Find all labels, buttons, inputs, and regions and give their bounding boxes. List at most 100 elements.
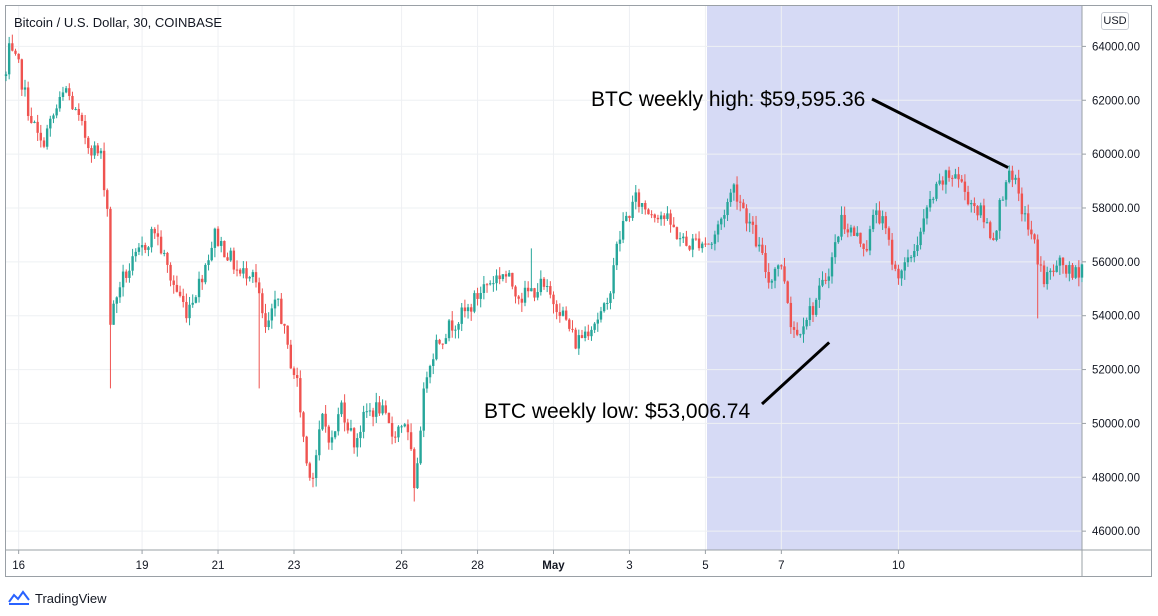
- candle-body: [564, 310, 568, 320]
- candle-body: [612, 265, 615, 294]
- candle-body: [39, 132, 43, 141]
- candle-body: [602, 303, 606, 312]
- candle-body: [770, 280, 774, 283]
- candle-body: [884, 216, 887, 229]
- candle-body: [976, 206, 979, 216]
- candle-body: [400, 426, 403, 428]
- candle-body: [457, 323, 460, 330]
- candle-body: [792, 327, 796, 330]
- candle-body: [337, 414, 340, 432]
- currency-button[interactable]: USD: [1101, 12, 1129, 30]
- candle-body: [852, 227, 856, 236]
- candle-body: [827, 276, 831, 281]
- candle-body: [422, 388, 425, 431]
- candle-body: [349, 428, 353, 431]
- candle-body: [1068, 265, 1071, 274]
- candle-body: [944, 170, 948, 185]
- candle-body: [359, 431, 362, 439]
- candle-body: [368, 410, 372, 412]
- candle-body: [273, 299, 277, 309]
- candle-body: [574, 329, 577, 349]
- candle-body: [1027, 213, 1030, 230]
- candle-body: [1039, 264, 1043, 266]
- candle-body: [909, 257, 913, 259]
- candle-body: [957, 174, 960, 180]
- candle-body: [394, 436, 397, 438]
- candle-body: [802, 326, 805, 335]
- candle-body: [87, 137, 90, 149]
- candle-body: [1042, 265, 1046, 285]
- candle-body: [223, 241, 226, 258]
- candle-body: [248, 276, 251, 279]
- candle-body: [795, 329, 799, 335]
- candle-body: [295, 375, 299, 379]
- candle-body: [381, 405, 384, 414]
- candle-body: [109, 208, 112, 325]
- candle-body: [473, 293, 476, 312]
- annotation-line-low: [760, 341, 831, 406]
- candle-body: [378, 402, 381, 414]
- candle-body: [163, 252, 166, 254]
- candle-body: [587, 331, 590, 337]
- candle-body: [413, 449, 416, 489]
- candle-body: [913, 251, 916, 258]
- candle-body: [849, 227, 853, 233]
- candle-body: [526, 287, 530, 292]
- y-tick-label: 64000.00: [1092, 41, 1140, 53]
- candle-body: [238, 269, 242, 274]
- candle-body: [419, 430, 422, 464]
- candle-body: [947, 170, 951, 178]
- candle-body: [669, 213, 672, 225]
- candle-body: [1049, 270, 1052, 273]
- candle-body: [530, 288, 533, 292]
- candle-body: [561, 310, 565, 316]
- candle-body: [318, 429, 321, 456]
- candle-body: [507, 272, 511, 277]
- candle-body: [593, 323, 596, 330]
- x-tick-label: 7: [778, 560, 784, 572]
- candle-body: [970, 203, 973, 205]
- candle-body: [147, 247, 150, 250]
- candle-body: [235, 269, 239, 271]
- candle-body: [833, 242, 837, 258]
- candle-body: [261, 293, 264, 314]
- candle-body: [61, 92, 65, 97]
- candle-body: [517, 296, 520, 299]
- candle-body: [580, 335, 584, 338]
- candle-body: [1058, 257, 1062, 266]
- candle-body: [966, 191, 970, 205]
- candle-body: [938, 180, 941, 184]
- x-tick-label: 3: [626, 560, 632, 572]
- x-tick-label: 5: [702, 560, 708, 572]
- candle-body: [166, 252, 169, 265]
- candle-body: [916, 245, 919, 252]
- candle-body: [818, 285, 821, 300]
- candle-body: [340, 402, 343, 415]
- candle-body: [194, 297, 198, 303]
- candle-body: [280, 298, 283, 324]
- candle-body: [925, 207, 929, 219]
- x-tick-label: 26: [395, 560, 408, 572]
- candle-body: [878, 210, 881, 224]
- candle-body: [1036, 239, 1039, 265]
- candle-body: [365, 411, 368, 413]
- candle-body: [150, 228, 153, 248]
- candle-body: [552, 294, 555, 305]
- y-tick-label: 54000.00: [1092, 311, 1140, 323]
- candle-body: [859, 232, 862, 244]
- candle-body: [346, 422, 349, 431]
- candle-body: [52, 115, 55, 119]
- candle-body: [102, 150, 106, 191]
- candle-body: [321, 413, 324, 430]
- candle-body: [542, 278, 546, 287]
- tradingview-logo[interactable]: TradingView: [8, 590, 107, 606]
- candle-body: [182, 295, 185, 302]
- candle-body: [799, 334, 802, 336]
- candle-body: [1052, 270, 1055, 272]
- candle-body: [470, 307, 473, 312]
- candle-body: [903, 262, 906, 271]
- x-tick-label: 16: [12, 560, 25, 572]
- x-tick-label: 23: [288, 560, 301, 572]
- symbol-title[interactable]: Bitcoin / U.S. Dollar, 30, COINBASE: [14, 15, 223, 30]
